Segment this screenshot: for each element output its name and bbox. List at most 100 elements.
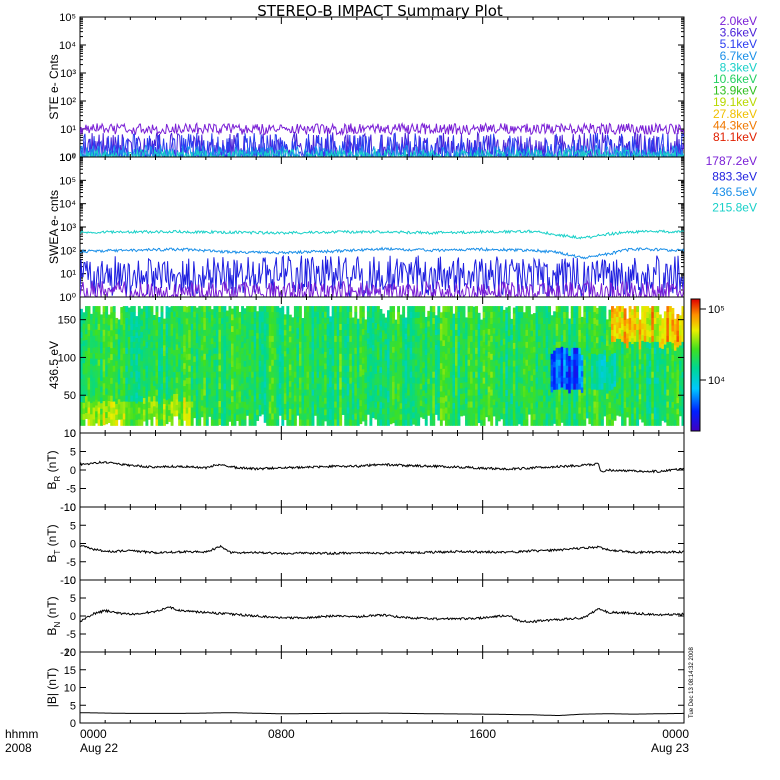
heatmap-cell [90,419,93,426]
heatmap-cell [492,410,496,417]
heatmap-cell [475,329,479,337]
heatmap-cell [570,413,574,420]
heatmap-cell [621,413,624,420]
heatmap-cell [218,418,222,426]
heatmap-cell [641,311,645,319]
heatmap-cell [278,340,282,346]
heatmap-cell [208,355,212,362]
heatmap-cell [185,348,189,355]
heatmap-cell [291,414,295,421]
heatmap-cell [256,404,260,411]
heatmap-cell [525,335,529,343]
heatmap-cell [158,398,161,405]
heatmap-cell [628,347,632,355]
heatmap-cell [107,336,111,342]
heatmap-cell [382,352,385,359]
heatmap-cell [505,348,509,355]
heatmap-cell [628,318,632,325]
heatmap-cell [223,419,227,426]
heatmap-cell [336,347,340,355]
heatmap-cell [611,413,614,420]
heatmap-cell [321,419,325,426]
heatmap-cell [100,397,104,404]
heatmap-cell [147,407,151,415]
heatmap-cell [80,361,83,368]
heatmap-cell [558,312,562,319]
heatmap-cell [155,377,159,385]
heatmap-cell [341,322,345,329]
heatmap-cell [392,393,395,400]
heatmap-cell [402,413,406,420]
heatmap-cell [510,324,514,330]
heatmap-cell [616,404,619,411]
heatmap-cell [467,371,471,379]
heatmap-cell [173,355,177,362]
heatmap-cell [535,323,539,331]
heatmap-cell [384,339,388,345]
heatmap-cell [298,323,302,331]
heatmap-cell [185,324,189,331]
heatmap-cell [389,388,393,395]
heatmap-cell [117,339,121,345]
heatmap-cell [638,399,642,405]
heatmap-cell [115,323,119,330]
heatmap-cell [626,387,630,393]
heatmap-cell [371,345,375,352]
heatmap-cell [356,324,360,330]
heatmap-cell [359,341,363,348]
heatmap-cell [273,407,277,414]
heatmap-cell [600,329,604,337]
heatmap-cell [502,361,506,369]
heatmap-cell [404,414,408,421]
heatmap-cell [276,377,280,385]
heatmap-cell [321,365,325,373]
heatmap-cell [241,329,244,337]
heatmap-cell [188,389,192,396]
heatmap-cell [600,341,604,349]
heatmap-cell [326,359,330,367]
heatmap-cell [648,390,652,397]
heatmap-cell [432,323,436,331]
heatmap-cell [188,365,192,373]
heatmap-cell [533,358,536,365]
heatmap-cell [646,401,650,408]
heatmap-cell [487,386,491,393]
heatmap-cell [454,306,458,313]
heatmap-cell [661,348,665,355]
heatmap-cell [145,353,149,361]
heatmap-cell [268,401,272,408]
heatmap-cell [427,326,431,333]
heatmap-cell [361,334,365,341]
heatmap-cell [530,342,534,348]
heatmap-cell [595,378,599,385]
heatmap-cell [331,401,335,408]
heatmap-cell [261,333,265,339]
heatmap-cell [545,306,549,313]
heatmap-cell [389,417,393,425]
heatmap-cell [550,326,554,333]
heatmap-cell [621,306,624,313]
heatmap-cell [487,363,491,370]
heatmap-cell [178,312,182,319]
heatmap-cell [427,378,431,385]
heatmap-cell [132,323,136,331]
heatmap-cell [152,320,156,326]
heatmap-cell [193,412,197,419]
heatmap-cell [122,413,126,420]
heatmap-cell [515,413,519,420]
heatmap-cell [663,316,667,323]
heatmap-cell [354,395,358,402]
heatmap-cell [190,395,194,402]
heatmap-cell [447,353,451,361]
heatmap-cell [392,346,395,354]
heatmap-cell [457,365,461,373]
heatmap-cell [653,329,657,337]
heatmap-cell [112,365,116,373]
heatmap-cell [82,374,86,381]
heatmap-cell [454,413,458,420]
heatmap-cell [409,306,413,313]
heatmap-cell [223,329,227,337]
heatmap-cell [168,375,171,382]
heatmap-cell [127,378,131,385]
heatmap-cell [213,335,217,343]
